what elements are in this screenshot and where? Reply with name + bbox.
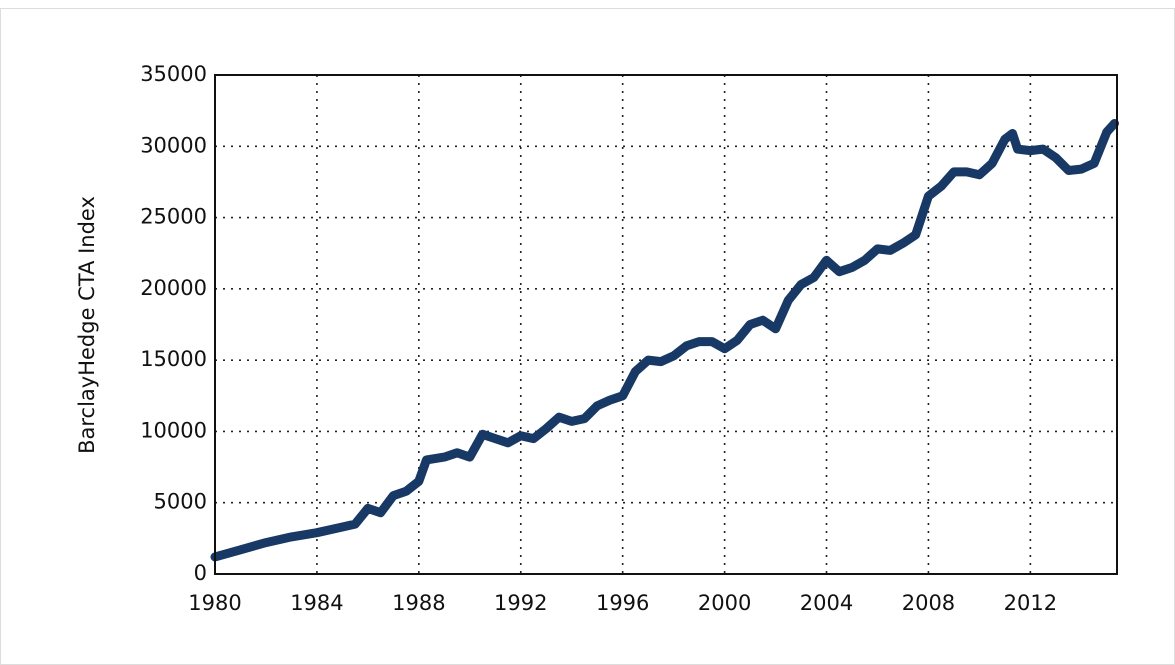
y-axis-label: BarclayHedge CTA Index	[75, 196, 99, 454]
x-tick-label: 2008	[902, 591, 955, 615]
x-tick-label: 1980	[188, 591, 241, 615]
plot-border	[214, 74, 1118, 575]
y-tick-label: 25000	[140, 205, 207, 229]
y-tick-label: 0	[194, 561, 207, 585]
data-line	[210, 119, 1119, 562]
y-tick-label: 30000	[140, 133, 207, 157]
y-tick-label: 35000	[140, 62, 207, 86]
y-tick-label: 15000	[140, 347, 207, 371]
x-tick-label: 1984	[290, 591, 343, 615]
x-tick-label: 2012	[1004, 591, 1057, 615]
frame	[0, 8, 1175, 665]
y-tick-label: 5000	[154, 490, 207, 514]
x-tick-label: 2004	[800, 591, 853, 615]
x-tick-label: 1996	[596, 591, 649, 615]
x-tick-label: 1992	[494, 591, 547, 615]
x-tick-label: 1988	[392, 591, 445, 615]
y-tick-label: 20000	[140, 276, 207, 300]
x-tick-label: 2000	[698, 591, 751, 615]
y-tick-label: 10000	[140, 418, 207, 442]
